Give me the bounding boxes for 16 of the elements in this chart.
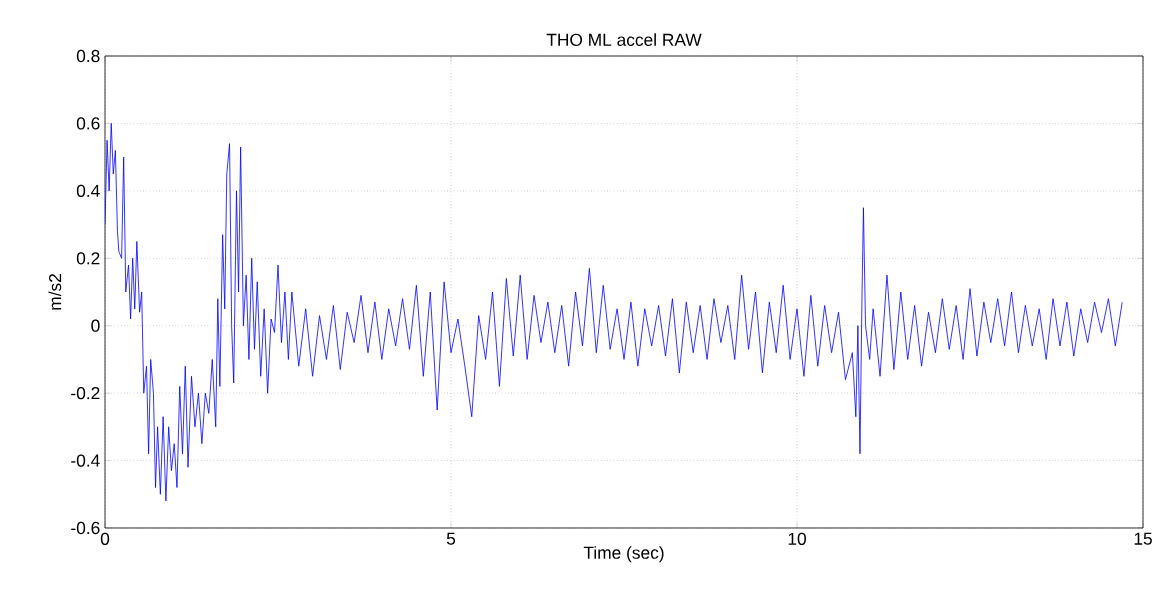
x-tick-label: 5 bbox=[446, 532, 456, 545]
x-axis-title: Time (sec) bbox=[583, 546, 664, 563]
y-tick-label: -0.2 bbox=[71, 387, 100, 400]
y-tick-label: 0.6 bbox=[76, 117, 100, 130]
x-tick-label: 15 bbox=[1134, 532, 1152, 545]
line-series bbox=[105, 123, 1123, 502]
y-tick-label: -0.4 bbox=[71, 454, 100, 467]
y-axis-title: m/s2 bbox=[48, 274, 62, 310]
chart-title: THO ML accel RAW bbox=[546, 33, 702, 46]
x-tick-label: 10 bbox=[788, 532, 806, 545]
y-tick-label: -0.6 bbox=[71, 521, 100, 535]
y-tick-label: 0.4 bbox=[76, 184, 100, 197]
y-tick-label: 0.8 bbox=[76, 49, 100, 63]
y-tick-label: 0.2 bbox=[76, 252, 100, 265]
y-tick-label: 0 bbox=[91, 319, 100, 332]
x-tick-label: 0 bbox=[100, 532, 110, 545]
